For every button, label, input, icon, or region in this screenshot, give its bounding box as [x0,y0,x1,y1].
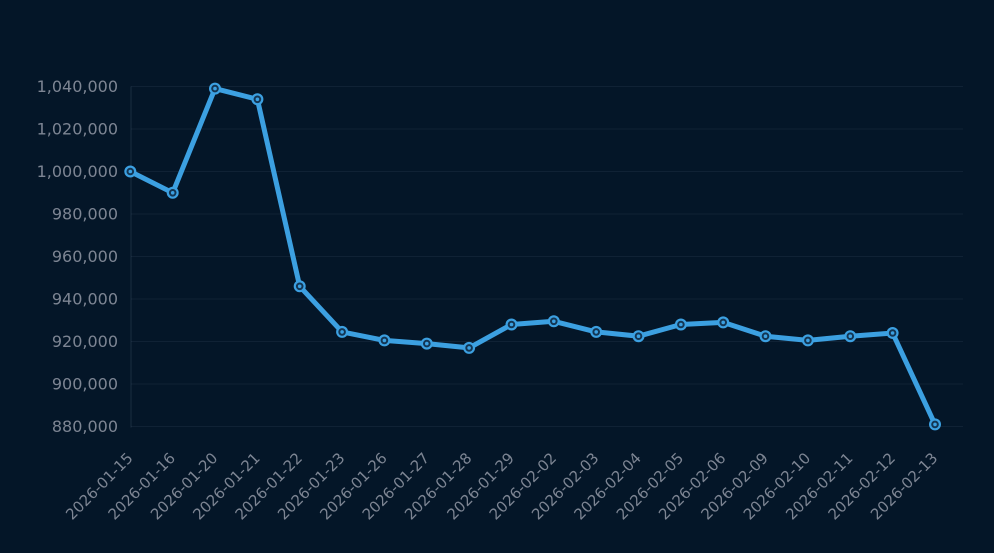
data-point[interactable] [166,186,179,199]
data-point[interactable] [929,418,941,431]
y-axis-tick-label: 880,000 [52,417,118,436]
data-point[interactable] [209,82,221,95]
data-point[interactable] [886,327,899,339]
y-axis-tick-label: 1,040,000 [37,77,118,96]
data-point[interactable] [251,93,264,106]
data-point[interactable] [674,318,687,331]
y-axis-tick-label: 980,000 [52,205,118,224]
data-point[interactable] [293,280,306,293]
data-point[interactable] [590,325,603,338]
y-axis-tick-label: 940,000 [52,290,118,309]
data-point[interactable] [632,330,645,343]
data-point[interactable] [505,318,518,331]
y-axis-tick-label: 960,000 [52,247,118,266]
data-point[interactable] [844,330,857,343]
data-point[interactable] [378,334,391,347]
y-axis-tick-label: 900,000 [52,375,118,394]
y-axis-tick-label: 1,000,000 [37,162,118,181]
data-point[interactable] [420,337,433,350]
data-point[interactable] [547,315,560,328]
y-axis-tick-label: 1,020,000 [37,120,118,139]
data-point[interactable] [759,330,772,343]
series-line[interactable] [127,86,938,427]
data-point[interactable] [124,165,137,178]
y-axis-tick-label: 920,000 [52,332,118,351]
data-point[interactable] [463,341,476,354]
data-point[interactable] [336,325,349,338]
data-point[interactable] [801,334,814,347]
data-point[interactable] [717,316,730,329]
